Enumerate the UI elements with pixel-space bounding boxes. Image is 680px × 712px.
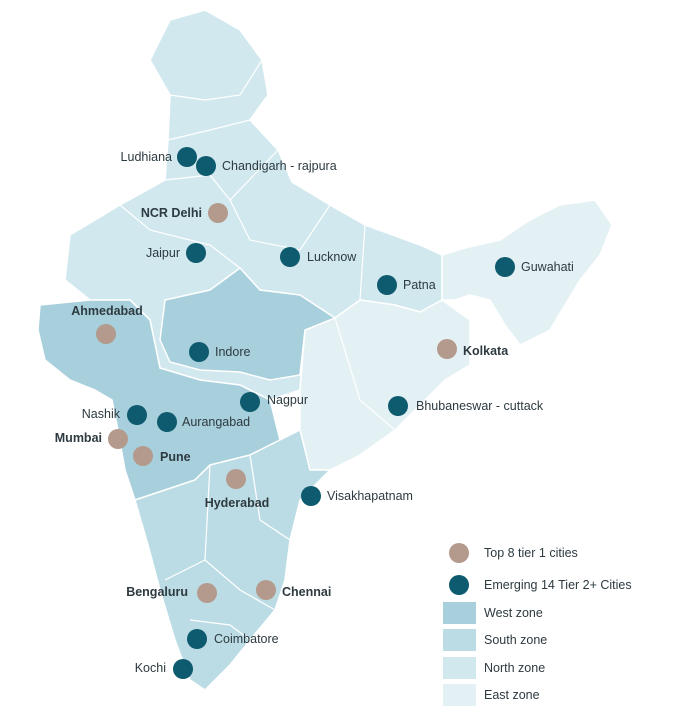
city-marker-lucknow	[280, 247, 300, 267]
city-marker-kochi	[173, 659, 193, 679]
city-label-nashik: Nashik	[82, 407, 121, 421]
city-marker-visakhapatnam	[301, 486, 321, 506]
city-marker-ludhiana	[177, 147, 197, 167]
legend-swatch-west	[443, 602, 476, 624]
city-label-ahmedabad: Ahmedabad	[71, 304, 143, 318]
city-label-visakhapatnam: Visakhapatnam	[327, 489, 413, 503]
city-label-patna: Patna	[403, 278, 436, 292]
city-label-bhubaneswar-cuttack: Bhubaneswar - cuttack	[416, 399, 544, 413]
city-label-indore: Indore	[215, 345, 250, 359]
northeast-region	[441, 199, 613, 346]
city-label-coimbatore: Coimbatore	[214, 632, 279, 646]
city-label-bengaluru: Bengaluru	[126, 585, 188, 599]
city-marker-chandigarh-rajpura	[196, 156, 216, 176]
city-marker-aurangabad	[157, 412, 177, 432]
city-label-jaipur: Jaipur	[146, 246, 180, 260]
city-markers	[96, 147, 515, 679]
city-label-aurangabad: Aurangabad	[182, 415, 250, 429]
city-label-ncr-delhi: NCR Delhi	[141, 206, 202, 220]
city-marker-jaipur	[186, 243, 206, 263]
city-label-mumbai: Mumbai	[55, 431, 102, 445]
city-marker-chennai	[256, 580, 276, 600]
city-label-guwahati: Guwahati	[521, 260, 574, 274]
state-borders	[119, 59, 396, 641]
city-marker-pune	[133, 446, 153, 466]
city-marker-nagpur	[240, 392, 260, 412]
legend-label-west: West zone	[484, 606, 543, 620]
legend-label-north: North zone	[484, 661, 545, 675]
city-marker-coimbatore	[187, 629, 207, 649]
city-label-ludhiana: Ludhiana	[121, 150, 172, 164]
city-label-lucknow: Lucknow	[307, 250, 357, 264]
legend-label-tier1: Top 8 tier 1 cities	[484, 546, 578, 560]
legend-swatch-tier1	[449, 543, 469, 563]
city-label-nagpur: Nagpur	[267, 393, 308, 407]
city-marker-patna	[377, 275, 397, 295]
legend-swatch-north	[443, 657, 476, 679]
legend-label-east: East zone	[484, 688, 540, 702]
city-marker-kolkata	[437, 339, 457, 359]
east-zone-region	[299, 299, 471, 471]
city-label-hyderabad: Hyderabad	[205, 496, 270, 510]
legend-swatch-tier2	[449, 575, 469, 595]
city-marker-nashik	[127, 405, 147, 425]
city-label-chennai: Chennai	[282, 585, 331, 599]
city-marker-ahmedabad	[96, 324, 116, 344]
city-labels: Ludhiana Chandigarh - rajpura NCR Delhi Jai…	[55, 150, 574, 675]
city-marker-guwahati	[495, 257, 515, 277]
legend: Top 8 tier 1 cities Emerging 14 Tier 2+ C…	[443, 543, 632, 706]
legend-label-tier2: Emerging 14 Tier 2+ Cities	[484, 578, 632, 592]
legend-swatch-south	[443, 629, 476, 651]
legend-label-south: South zone	[484, 633, 547, 647]
city-label-kolkata: Kolkata	[463, 344, 509, 358]
city-marker-ncr-delhi	[208, 203, 228, 223]
city-marker-mumbai	[108, 429, 128, 449]
city-label-pune: Pune	[160, 450, 191, 464]
city-marker-hyderabad	[226, 469, 246, 489]
legend-swatch-east	[443, 684, 476, 706]
city-label-kochi: Kochi	[135, 661, 166, 675]
city-label-chandigarh-rajpura: Chandigarh - rajpura	[222, 159, 337, 173]
city-marker-bengaluru	[197, 583, 217, 603]
city-marker-bhubaneswar-cuttack	[388, 396, 408, 416]
city-marker-indore	[189, 342, 209, 362]
